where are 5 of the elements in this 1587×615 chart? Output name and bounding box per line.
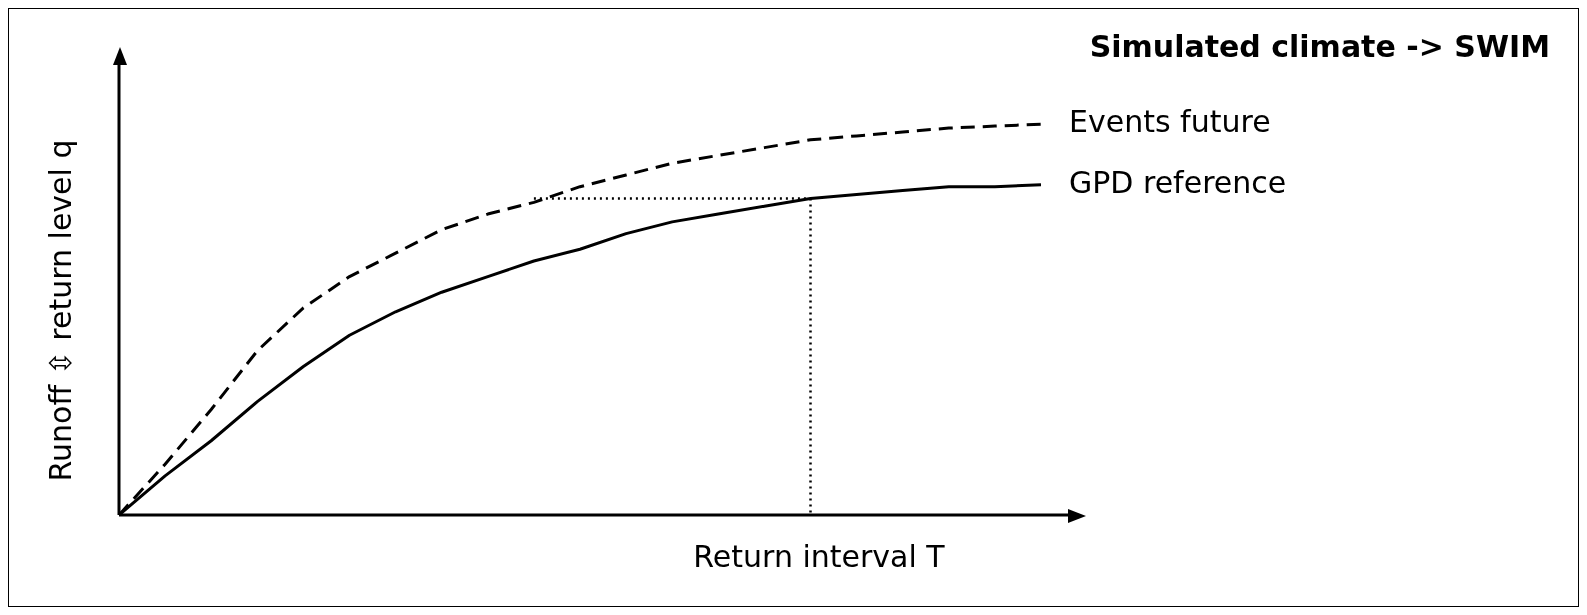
series-label: GPD reference — [1069, 164, 1287, 200]
text: Simulated climate -> SWIM — [1089, 28, 1550, 64]
series-label: Events future — [1069, 103, 1271, 139]
x-axis-title: Return interval T — [693, 538, 946, 574]
y-axis-title: Runoff ⇳ return level q — [42, 139, 78, 482]
